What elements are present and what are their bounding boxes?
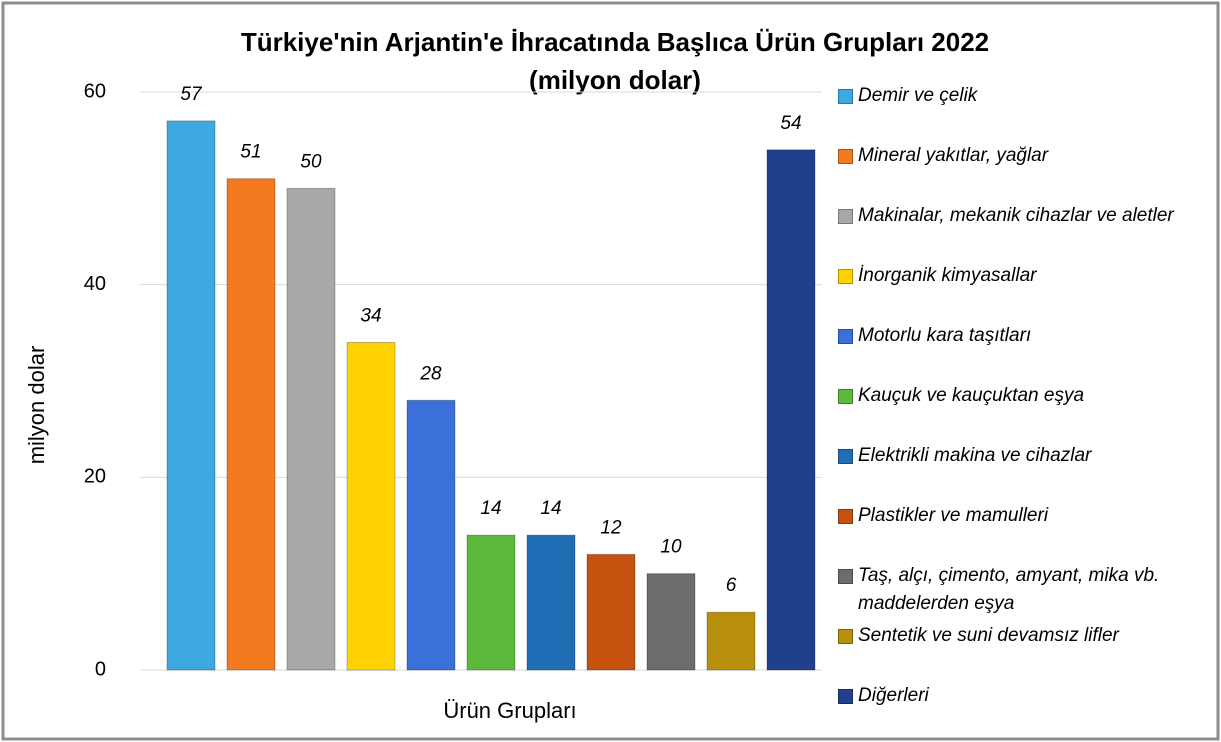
legend-swatch <box>838 329 853 344</box>
y-tick-label: 0 <box>95 658 106 680</box>
data-label: 14 <box>480 498 501 519</box>
y-tick-label: 60 <box>84 80 106 102</box>
legend-swatch <box>838 689 853 704</box>
bar <box>286 187 336 671</box>
bar <box>526 534 576 671</box>
x-axis-label: Ürün Grupları <box>443 698 576 723</box>
legend-label: Demir ve çelik <box>858 85 978 106</box>
legend-swatch <box>838 569 853 584</box>
bar <box>586 553 636 671</box>
legend-swatch <box>838 629 853 644</box>
legend-label: Plastikler ve mamulleri <box>858 505 1049 526</box>
legend-swatch <box>838 209 853 224</box>
data-label: 50 <box>300 151 322 172</box>
data-label: 12 <box>600 517 622 538</box>
legend-swatch <box>838 449 853 464</box>
data-label: 28 <box>419 363 442 384</box>
bar <box>466 534 516 671</box>
data-label: 57 <box>180 84 203 105</box>
y-tick-label: 40 <box>84 273 106 295</box>
bar <box>226 178 276 671</box>
data-label: 10 <box>660 537 682 558</box>
legend-swatch <box>838 89 853 104</box>
y-axis-label: milyon dolar <box>24 346 49 465</box>
legend-label: Kauçuk ve kauçuktan eşya <box>858 385 1085 406</box>
bar <box>166 120 216 671</box>
legend-swatch <box>838 269 853 284</box>
bar <box>406 399 456 671</box>
data-label: 14 <box>540 498 561 519</box>
bar <box>706 611 756 671</box>
bar <box>646 573 696 671</box>
legend-label: Diğerleri <box>858 685 929 706</box>
legend-swatch <box>838 509 853 524</box>
legend-label: Elektrikli makina ve cihazlar <box>858 445 1092 466</box>
legend-label: Sentetik ve suni devamsız lifler <box>858 625 1119 646</box>
legend-label: İnorganik kimyasallar <box>858 265 1037 286</box>
legend-swatch <box>838 149 853 164</box>
data-label: 6 <box>726 575 737 596</box>
data-label: 51 <box>240 142 261 163</box>
bar <box>346 341 396 671</box>
chart-title: Türkiye'nin Arjantin'e İhracatında Başlı… <box>241 27 989 57</box>
data-label: 34 <box>360 305 381 326</box>
legend-label: Motorlu kara taşıtları <box>858 325 1032 346</box>
data-label: 54 <box>780 113 801 134</box>
legend-swatch <box>838 389 853 404</box>
bar <box>766 149 816 671</box>
legend-label: Mineral yakıtlar, yağlar <box>858 145 1049 166</box>
legend-label: Makinalar, mekanik cihazlar ve aletler <box>858 205 1174 226</box>
legend-label: Taş, alçı, çimento, amyant, mika vb. mad… <box>858 565 1160 614</box>
chart-subtitle: (milyon dolar) <box>529 65 701 95</box>
y-tick-label: 20 <box>84 466 106 488</box>
